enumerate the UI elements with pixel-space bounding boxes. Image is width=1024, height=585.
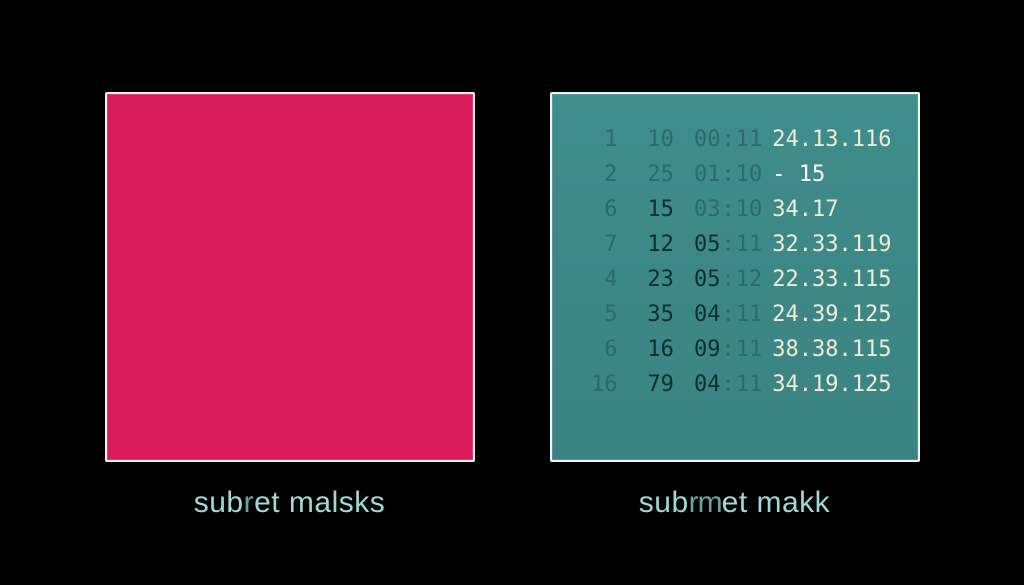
- row-time: 01:10: [674, 157, 762, 192]
- table-row: 22501:10- 15: [574, 157, 892, 192]
- row-value: 34.19.125: [762, 367, 891, 402]
- row-value: - 15: [762, 157, 891, 192]
- table-row: 61609:1138.38.115: [574, 332, 892, 367]
- row-value: 32.33.119: [762, 227, 891, 262]
- row-value: 24.39.125: [762, 297, 891, 332]
- row-number: 23: [617, 262, 673, 297]
- left-caption-c: et malsks: [254, 486, 385, 519]
- left-panel: [105, 92, 475, 462]
- right-caption-c: et makk: [722, 486, 831, 519]
- row-value: 24.13.116: [762, 122, 891, 157]
- row-time: 03:10: [674, 192, 762, 227]
- row-number: 16: [617, 332, 673, 367]
- right-caption-b: rm: [689, 486, 722, 519]
- row-number: 10: [617, 122, 673, 157]
- row-number: 25: [617, 157, 673, 192]
- table-row: 53504:1124.39.125: [574, 297, 892, 332]
- row-number: 12: [617, 227, 673, 262]
- left-caption-b: r: [244, 486, 255, 519]
- row-time: 05:12: [674, 262, 762, 297]
- row-number: 35: [617, 297, 673, 332]
- row-index: 5: [574, 297, 618, 332]
- row-number: 79: [617, 367, 673, 402]
- row-time: 04:11: [674, 297, 762, 332]
- row-index: 6: [574, 332, 618, 367]
- row-index: 4: [574, 262, 618, 297]
- row-value: 38.38.115: [762, 332, 891, 367]
- right-panel: 11000:1124.13.11622501:10- 1561503:1034.…: [550, 92, 920, 462]
- right-caption-a: sub: [639, 486, 689, 519]
- left-caption-a: sub: [194, 486, 244, 519]
- row-time: 04:11: [674, 367, 762, 402]
- row-time: 05:11: [674, 227, 762, 262]
- right-panel-wrap: 11000:1124.13.11622501:10- 1561503:1034.…: [550, 92, 920, 520]
- row-index: 1: [574, 122, 618, 157]
- row-value: 34.17: [762, 192, 891, 227]
- left-panel-wrap: subret malsks: [105, 92, 475, 520]
- row-number: 15: [617, 192, 673, 227]
- row-index: 7: [574, 227, 618, 262]
- table-row: 167904:1134.19.125: [574, 367, 892, 402]
- row-index: 2: [574, 157, 618, 192]
- data-table: 11000:1124.13.11622501:10- 1561503:1034.…: [574, 122, 892, 402]
- row-index: 6: [574, 192, 618, 227]
- table-row: 71205:1132.33.119: [574, 227, 892, 262]
- table-row: 11000:1124.13.116: [574, 122, 892, 157]
- row-value: 22.33.115: [762, 262, 891, 297]
- row-index: 16: [574, 367, 618, 402]
- table-row: 42305:1222.33.115: [574, 262, 892, 297]
- left-caption: subret malsks: [194, 486, 386, 520]
- right-caption: subrmet makk: [639, 486, 830, 520]
- table-row: 61503:1034.17: [574, 192, 892, 227]
- row-time: 09:11: [674, 332, 762, 367]
- row-time: 00:11: [674, 122, 762, 157]
